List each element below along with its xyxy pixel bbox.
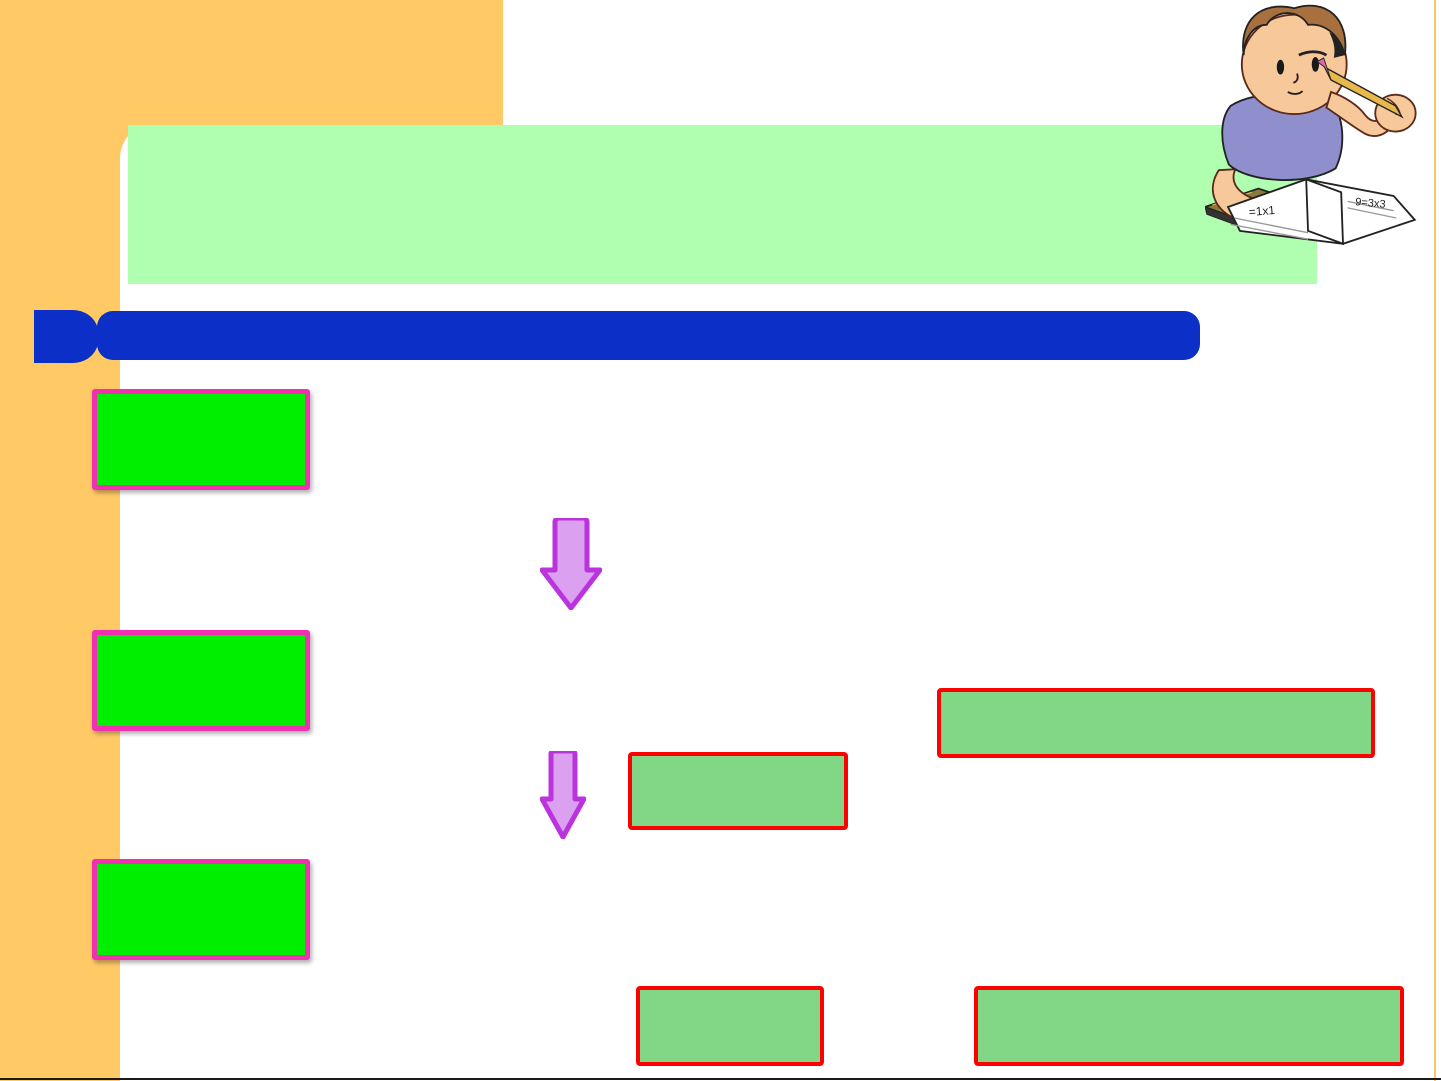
- svg-text:=1x1: =1x1: [1248, 203, 1276, 219]
